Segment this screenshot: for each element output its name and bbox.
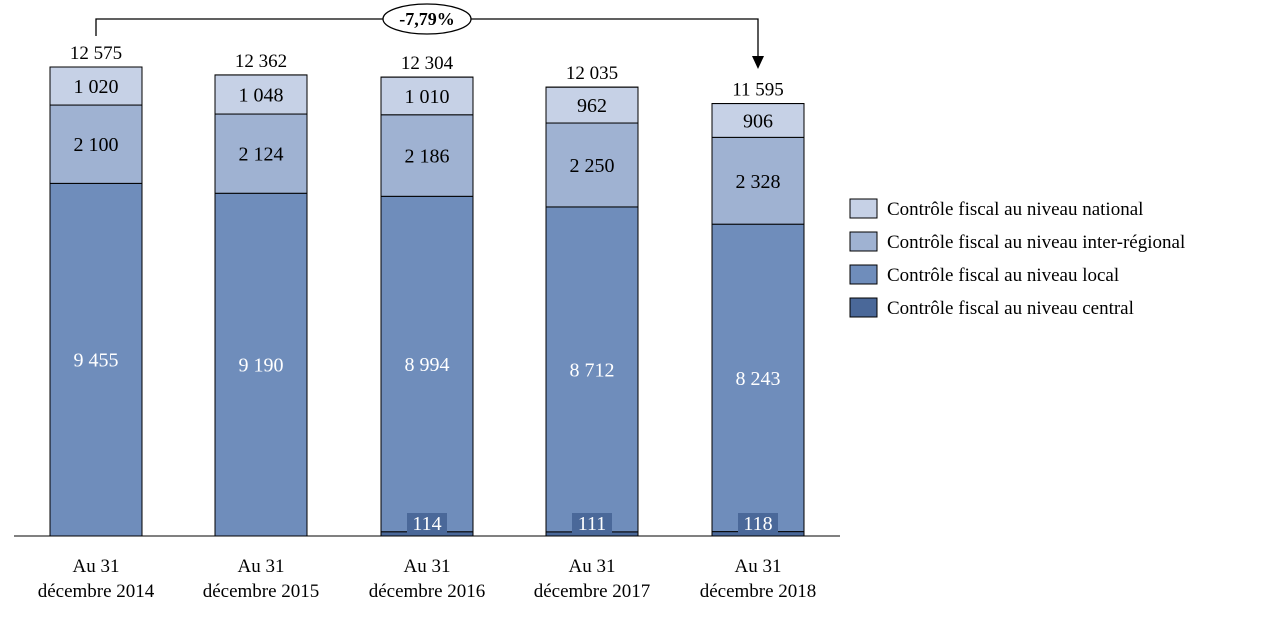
x-tick-label: décembre 2015 [203,581,320,602]
central-label-badge [738,513,778,535]
segment-label: 2 328 [736,171,781,193]
x-tick-label: Au 31 [238,556,285,577]
x-tick-label: Au 31 [569,556,616,577]
segment-label: 8 994 [405,354,450,376]
segment-label: 906 [743,110,773,132]
change-label: -7,79% [399,9,455,29]
bar-segment-2-1 [49,182,143,537]
legend-swatch [849,198,878,219]
bar-segment-2-4 [545,206,639,533]
x-tick-label: décembre 2017 [534,581,651,602]
total-label: 12 362 [235,51,287,72]
legend: Contrôle fiscal au niveau national Contrô… [849,198,1185,319]
legend-label: Contrôle fiscal au niveau local [887,265,1119,286]
legend-swatch [849,297,878,318]
x-tick-label: décembre 2016 [369,581,486,602]
central-label-badge [407,513,447,535]
bars-group: 9 455 2 100 1 020 9 190 2 124 1 048 114 8 994 2 … [49,66,805,537]
segment-label: 114 [412,513,441,535]
total-label: 11 595 [732,80,784,101]
change-badge [382,3,472,35]
segment-label: 8 712 [570,359,615,381]
legend-swatch [849,231,878,252]
arrow-head-icon [752,56,764,69]
x-tick-label: Au 31 [404,556,451,577]
x-tick-label: Au 31 [735,556,782,577]
segment-label: 962 [577,95,607,117]
bar-segment-2-3 [380,195,474,533]
segment-label: 8 243 [736,368,781,390]
segment-label: 2 250 [570,155,615,177]
legend-swatch [849,264,878,285]
central-label-badge [572,513,612,535]
x-tick-label: décembre 2014 [38,581,155,602]
totals-group: 12 575 12 362 12 304 12 035 11 595 [70,43,784,101]
bar-segment-2-5 [711,223,805,533]
segment-label: 2 100 [74,134,119,156]
bar-segment-4-3 [380,76,474,116]
segment-label: 111 [578,513,607,535]
total-label: 12 304 [401,53,454,74]
legend-label: Contrôle fiscal au niveau national [887,199,1143,220]
total-label: 12 575 [70,43,122,64]
legend-label: Contrôle fiscal au niveau inter-régional [887,232,1185,253]
segment-label: 2 186 [405,146,450,168]
x-tick-label: décembre 2018 [700,581,817,602]
change-annotation: -7,79% [95,3,764,69]
bar-segment-3-5 [711,136,805,225]
segment-label: 9 455 [74,350,119,372]
legend-label: Contrôle fiscal au niveau central [887,298,1134,319]
segment-label: 1 010 [405,86,450,108]
total-label: 12 035 [566,63,618,84]
x-tick-label: Au 31 [73,556,120,577]
segment-label: 2 124 [239,144,284,166]
segment-label: 118 [743,513,772,535]
x-axis: Au 31 décembre 2014 Au 31 décembre 2015 Au 3… [14,535,840,602]
segment-label: 9 190 [239,355,284,377]
segment-label: 1 020 [74,76,119,98]
segment-label: 1 048 [239,84,284,106]
bar-segment-3-1 [49,104,143,184]
bar-segment-4-5 [711,103,805,138]
